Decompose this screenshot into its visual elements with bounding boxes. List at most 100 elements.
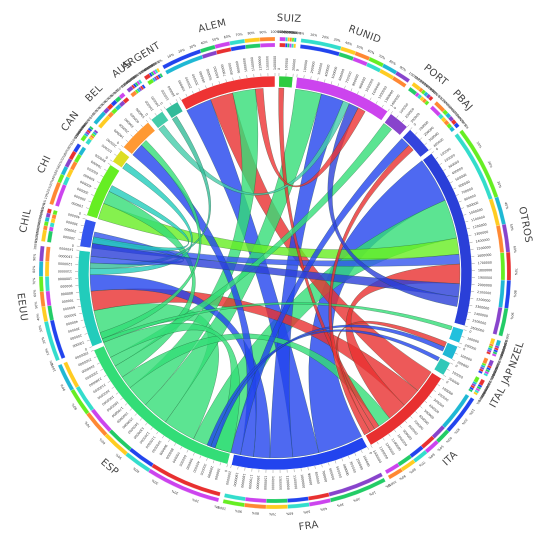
sector-arc-chil xyxy=(79,218,97,249)
tick-label-chil: 400000 xyxy=(67,212,80,219)
percent-tick-eeuu: 70% xyxy=(32,278,36,285)
tick-mark-bel xyxy=(121,145,124,148)
tick-label-runid: 700000 xyxy=(345,71,353,84)
percent-tick-runid: 10% xyxy=(310,33,318,38)
tick-label-chi: 800000 xyxy=(94,153,106,163)
tick-mark-chi xyxy=(91,194,94,196)
percent-tick-otros: 50% xyxy=(509,223,514,231)
tick-label-esp: 1900000 xyxy=(101,395,115,407)
percent-tick-esp: 20% xyxy=(171,489,179,496)
percent-segment-chi xyxy=(60,165,69,176)
tick-mark-runid xyxy=(375,101,378,104)
chord-diagram-root: 0 100000 2000000 100000 200000 300000 400000 50… xyxy=(14,13,533,533)
sector-arc-nzel xyxy=(448,326,464,344)
percent-tick-ita: 90% xyxy=(398,474,406,481)
tick-mark-chi xyxy=(85,207,89,209)
tick-mark-chil xyxy=(79,231,83,233)
tick-mark-otros xyxy=(463,214,467,216)
percent-tick-jap: 70% xyxy=(490,370,497,378)
sector-arcs xyxy=(77,75,473,471)
tick-label-runid: 200000 xyxy=(310,61,316,74)
tick-label-eeuu: 400000 xyxy=(66,319,79,326)
percent-tick-eeuu: 100% xyxy=(33,241,38,251)
sector-arc-aus xyxy=(150,111,169,129)
tick-label-bel: 0 xyxy=(116,140,120,144)
percent-tick-ital: 60% xyxy=(481,388,488,396)
ribbon-esp-nzel xyxy=(101,302,453,343)
tick-mark-esp xyxy=(107,380,111,383)
tick-label-otros: 2500000 xyxy=(472,319,487,326)
percent-tick-aus: 90% xyxy=(132,73,140,80)
tick-label-fra: 1800000 xyxy=(240,473,246,488)
percent-segment-suiz xyxy=(287,43,290,48)
percent-tick-bel: 0% xyxy=(86,116,92,122)
tick-label-esp: 200000 xyxy=(207,465,215,478)
percent-tick-alem: 20% xyxy=(177,48,185,54)
tick-label-chil: 300000 xyxy=(66,220,79,227)
percent-tick-pbaj: 100% xyxy=(459,118,468,128)
tick-label-chi: 400000 xyxy=(79,180,92,189)
tick-mark-otros xyxy=(431,151,434,154)
tick-mark-chil xyxy=(82,218,86,220)
percent-tick-chi: 30% xyxy=(48,179,54,187)
percent-tick-alem: 40% xyxy=(200,40,208,46)
ribbon-eeuu-can xyxy=(89,162,193,275)
tick-mark-esp xyxy=(150,427,153,430)
percent-tick-can: 50% xyxy=(78,126,85,134)
percent-tick-runid: 30% xyxy=(333,37,341,43)
tick-mark-argent xyxy=(175,99,178,102)
tick-label-chi: 200000 xyxy=(74,194,87,202)
tick-mark-runid xyxy=(324,79,326,83)
percent-segment-alem xyxy=(244,37,261,44)
tick-mark-chi xyxy=(93,187,97,190)
sector-arc-argent xyxy=(165,101,184,119)
tick-label-ital: 200000 xyxy=(448,377,460,387)
tick-label-esp: 1000000 xyxy=(151,440,162,454)
percent-tick-bel: 60% xyxy=(103,96,111,104)
tick-label-esp: 600000 xyxy=(178,454,187,467)
tick-mark-chi xyxy=(83,214,87,216)
tick-label-runid: 1100000 xyxy=(371,82,381,96)
tick-label-ita: 600000 xyxy=(418,414,429,425)
percent-tick-jap: 100% xyxy=(488,374,496,384)
percent-tick-alem: 10% xyxy=(167,52,175,59)
percent-segment-fra xyxy=(222,499,245,508)
percent-segment-esp xyxy=(63,361,80,389)
percent-tick-fra: 10% xyxy=(368,490,376,497)
ribbon-esp-bel xyxy=(99,140,202,340)
tick-label-eeuu: 1000000 xyxy=(58,277,72,281)
tick-label-fra: 0 xyxy=(368,451,372,455)
percent-tick-chi: 90% xyxy=(66,142,73,150)
percent-tick-argent: 60% xyxy=(146,64,154,71)
tick-mark-nzel xyxy=(463,329,467,331)
percent-tick-aus: 70% xyxy=(129,75,137,82)
tick-label-esp: 2300000 xyxy=(84,370,98,380)
tick-mark-esp xyxy=(115,392,119,395)
percent-segment-argent xyxy=(156,67,161,73)
tick-mark-esp xyxy=(129,408,133,411)
percent-segment-jap xyxy=(477,370,483,374)
percent-tick-suiz: 70% xyxy=(288,30,295,34)
tick-label-alem: 100000 xyxy=(177,80,186,93)
percent-tick-otros: 20% xyxy=(487,160,494,168)
tick-label-eeuu: 1400000 xyxy=(59,246,74,252)
tick-mark-port xyxy=(390,111,393,114)
tick-label-suiz: 0 xyxy=(277,68,281,70)
percent-tick-chil: 80% xyxy=(39,210,45,218)
percent-segment-otros xyxy=(505,251,512,281)
percent-tick-chil: 40% xyxy=(36,223,41,231)
percent-segment-argent xyxy=(159,73,164,78)
percent-tick-aus: 20% xyxy=(122,80,130,88)
tick-mark-alem xyxy=(205,85,207,89)
tick-mark-otros xyxy=(439,162,443,165)
percent-segment-suiz xyxy=(279,42,286,48)
percent-tick-ita: 70% xyxy=(418,460,426,468)
percent-tick-fra: 60% xyxy=(286,511,293,515)
percent-tick-ital: 40% xyxy=(483,385,490,393)
tick-mark-port xyxy=(407,124,410,128)
tick-label-nzel: 0 xyxy=(469,329,472,333)
tick-label-otros: 1300000 xyxy=(474,230,489,237)
percent-tick-chil: 10% xyxy=(34,233,39,241)
tick-label-ita: 300000 xyxy=(433,398,445,409)
tick-mark-esp xyxy=(145,422,148,426)
